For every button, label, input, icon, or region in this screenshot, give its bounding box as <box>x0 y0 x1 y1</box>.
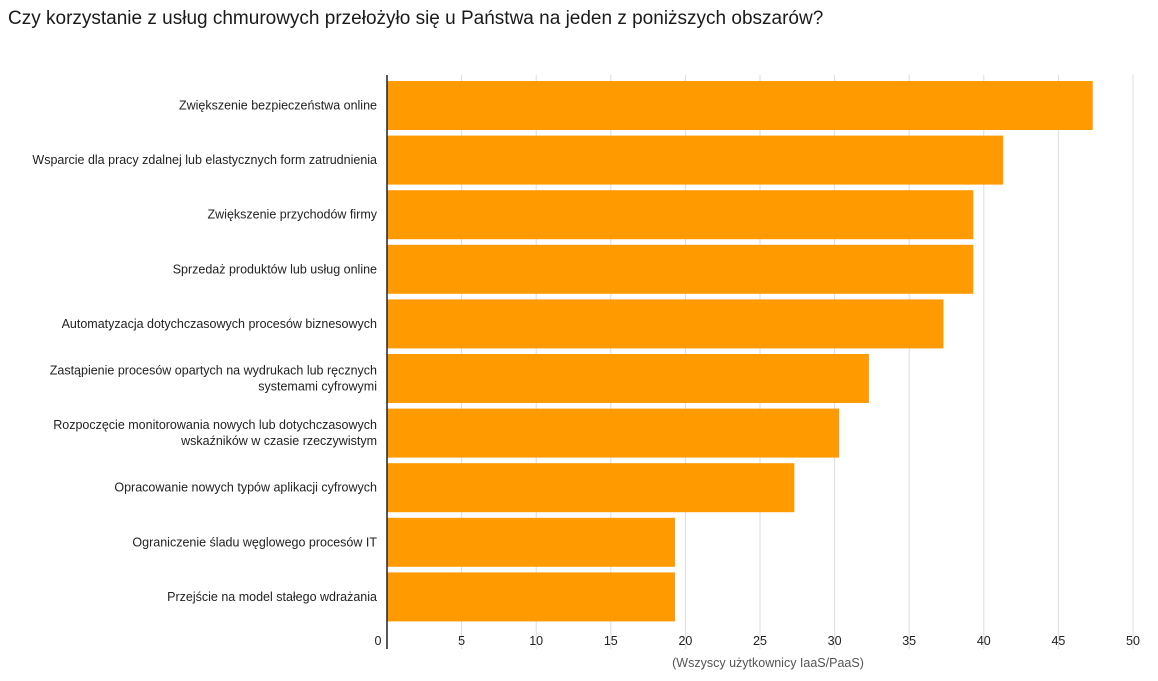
bar <box>387 354 869 403</box>
category-label: Zastąpienie procesów opartych na wydruka… <box>50 364 377 378</box>
category-label: Ograniczenie śladu węglowego procesów IT <box>132 535 377 549</box>
bar <box>387 517 675 567</box>
bar <box>387 135 1004 185</box>
x-tick-label: 35 <box>902 634 916 648</box>
x-tick-label: 40 <box>977 634 991 648</box>
bar <box>387 408 840 458</box>
x-tick-label: 5 <box>458 634 465 648</box>
x-tick-label: 45 <box>1051 634 1065 648</box>
category-label: wskaźników w czasie rzeczywistym <box>180 434 377 448</box>
x-tick-label: 0 <box>375 634 382 648</box>
category-labels: Zwiększenie bezpieczeństwa online Wsparci… <box>32 99 377 604</box>
bar <box>387 244 974 294</box>
category-label: Przejście na model stałego wdrażania <box>167 590 377 604</box>
category-label: Zwiększenie bezpieczeństwa online <box>179 99 377 113</box>
x-tick-label: 10 <box>529 634 543 648</box>
x-tick-label: 15 <box>604 634 618 648</box>
category-label: Automatyzacja dotychczasowych procesów b… <box>62 317 377 331</box>
category-label: Opracowanie nowych typów aplikacji cyfro… <box>114 481 377 495</box>
category-label: Sprzedaż produktów lub usług online <box>173 262 377 276</box>
bar <box>387 463 795 513</box>
x-tick-labels: 0 5 10 15 20 25 30 35 40 45 50 <box>375 634 1140 648</box>
category-label: systemami cyfrowymi <box>258 380 377 394</box>
x-tick-label: 25 <box>753 634 767 648</box>
bar <box>387 299 944 349</box>
x-tick-label: 30 <box>828 634 842 648</box>
bars <box>387 81 1093 622</box>
category-label: Wsparcie dla pracy zdalnej lub elastyczn… <box>32 153 377 167</box>
chart-title: Czy korzystanie z usług chmurowych przeł… <box>8 8 824 29</box>
bar <box>387 572 675 622</box>
category-label: Zwiększenie przychodów firmy <box>208 208 378 222</box>
x-tick-label: 20 <box>678 634 692 648</box>
bar <box>387 81 1093 130</box>
bar <box>387 190 974 240</box>
x-axis-caption: (Wszyscy użytkownicy IaaS/PaaS) <box>672 656 864 670</box>
x-tick-label: 50 <box>1126 634 1140 648</box>
category-label: Rozpoczęcie monitorowania nowych lub dot… <box>53 418 377 432</box>
